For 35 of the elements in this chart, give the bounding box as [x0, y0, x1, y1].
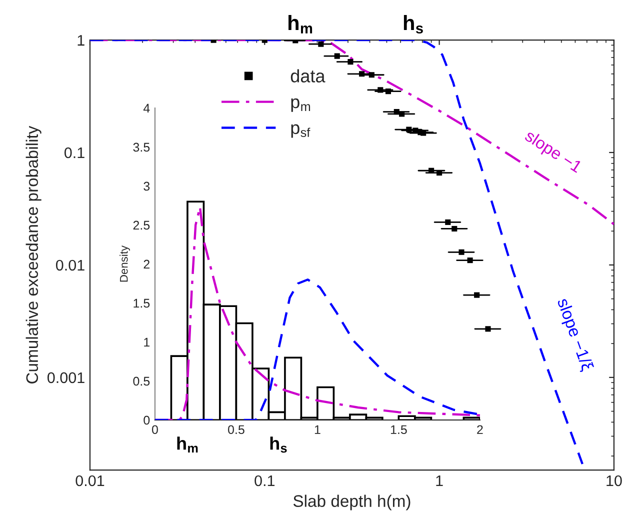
- y-tick-label: 2: [144, 260, 150, 269]
- x-tick-label: 1: [314, 425, 320, 434]
- annotation: h$_{m}$: [288, 14, 312, 34]
- line-series: [154, 278, 480, 420]
- legend-label: p$_{m}$: [291, 98, 310, 112]
- y-tick-label: 4: [143, 104, 150, 113]
- x-tick-label: 0.1: [254, 475, 275, 486]
- x-tick-label: 1: [436, 476, 443, 486]
- y-tick-label: 0.001: [47, 372, 84, 384]
- y-tick-label: 0.1: [64, 147, 84, 158]
- y-tick-label: 0: [144, 416, 150, 425]
- x-tick-label: 1.5: [390, 425, 407, 434]
- annotation: h$_{s}$: [404, 14, 423, 34]
- y-tick-label: 1: [78, 35, 84, 46]
- annotation: slope −1: [522, 128, 583, 176]
- annotation: h$_{m}$: [177, 436, 198, 453]
- x-tick-label: 0.01: [76, 475, 104, 486]
- x-tick-label: 2: [477, 425, 483, 434]
- y-axis-title: Cumulative exceedance probability: [26, 126, 42, 384]
- x-axis-title: Slab depth h(m): [293, 494, 410, 510]
- x-tick-label: 10: [606, 475, 622, 486]
- y-tick-label: 0.5: [133, 376, 150, 386]
- y-tick-label: 3: [144, 182, 150, 191]
- annotation: slope −1/ξ: [554, 297, 594, 373]
- y-tick-label: 1.5: [134, 298, 150, 308]
- y-tick-label: 1: [144, 338, 150, 347]
- x-tick-label: 0: [152, 425, 158, 434]
- y-tick-label: 0.01: [56, 260, 84, 271]
- y-axis-title: Density: [120, 246, 130, 282]
- legend-label: data: [290, 69, 326, 82]
- y-tick-label: 2.5: [133, 220, 150, 230]
- x-tick-label: 0.5: [228, 425, 244, 434]
- legend-label: p$_{sf}$: [291, 124, 310, 138]
- y-tick-label: 3.5: [133, 142, 150, 152]
- annotation: h$_{s}$: [270, 436, 287, 453]
